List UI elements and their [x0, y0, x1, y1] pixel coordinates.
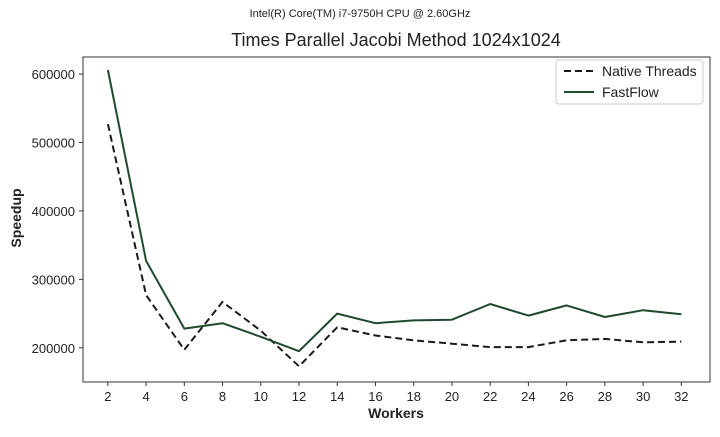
y-axis-label: Speedup: [8, 188, 24, 247]
chart-title: Times Parallel Jacobi Method 1024x1024: [231, 30, 561, 50]
x-tick-label: 26: [559, 389, 573, 404]
x-tick-label: 8: [219, 389, 226, 404]
x-tick-label: 22: [483, 389, 497, 404]
y-tick-label: 200000: [32, 341, 75, 356]
x-tick-label: 16: [368, 389, 382, 404]
series-line-fastflow: [106, 69, 682, 353]
figure-suptitle: Intel(R) Core(TM) i7-9750H CPU @ 2.60GHz: [250, 8, 471, 20]
series-line-native-threads: [106, 123, 682, 368]
x-tick-label: 24: [521, 389, 535, 404]
plot-area: 2 4 6 8 10 12 14 16 18 20 22 24 26 28 30 32200000300000…: [32, 56, 711, 404]
y-tick-label: 500000: [32, 136, 75, 151]
x-tick-label: 14: [330, 389, 344, 404]
x-tick-label: 28: [598, 389, 612, 404]
y-tick-label: 600000: [32, 67, 75, 82]
y-tick-label: 300000: [32, 272, 75, 287]
x-tick-label: 18: [406, 389, 420, 404]
legend-label: Native Threads: [602, 63, 697, 79]
x-tick-label: 2: [104, 389, 111, 404]
legend-label: FastFlow: [602, 84, 660, 100]
x-tick-label: 4: [142, 389, 149, 404]
x-tick-label: 32: [674, 389, 688, 404]
x-tick-label: 20: [445, 389, 459, 404]
legend: Native Threads FastFlow: [555, 59, 704, 105]
plot-frame: [82, 56, 711, 383]
x-tick-label: 10: [254, 389, 268, 404]
x-tick-label: 30: [636, 389, 650, 404]
x-tick-label: 6: [181, 389, 188, 404]
y-tick-label: 400000: [32, 204, 75, 219]
x-axis-label: Workers: [368, 405, 424, 421]
x-tick-label: 12: [292, 389, 306, 404]
